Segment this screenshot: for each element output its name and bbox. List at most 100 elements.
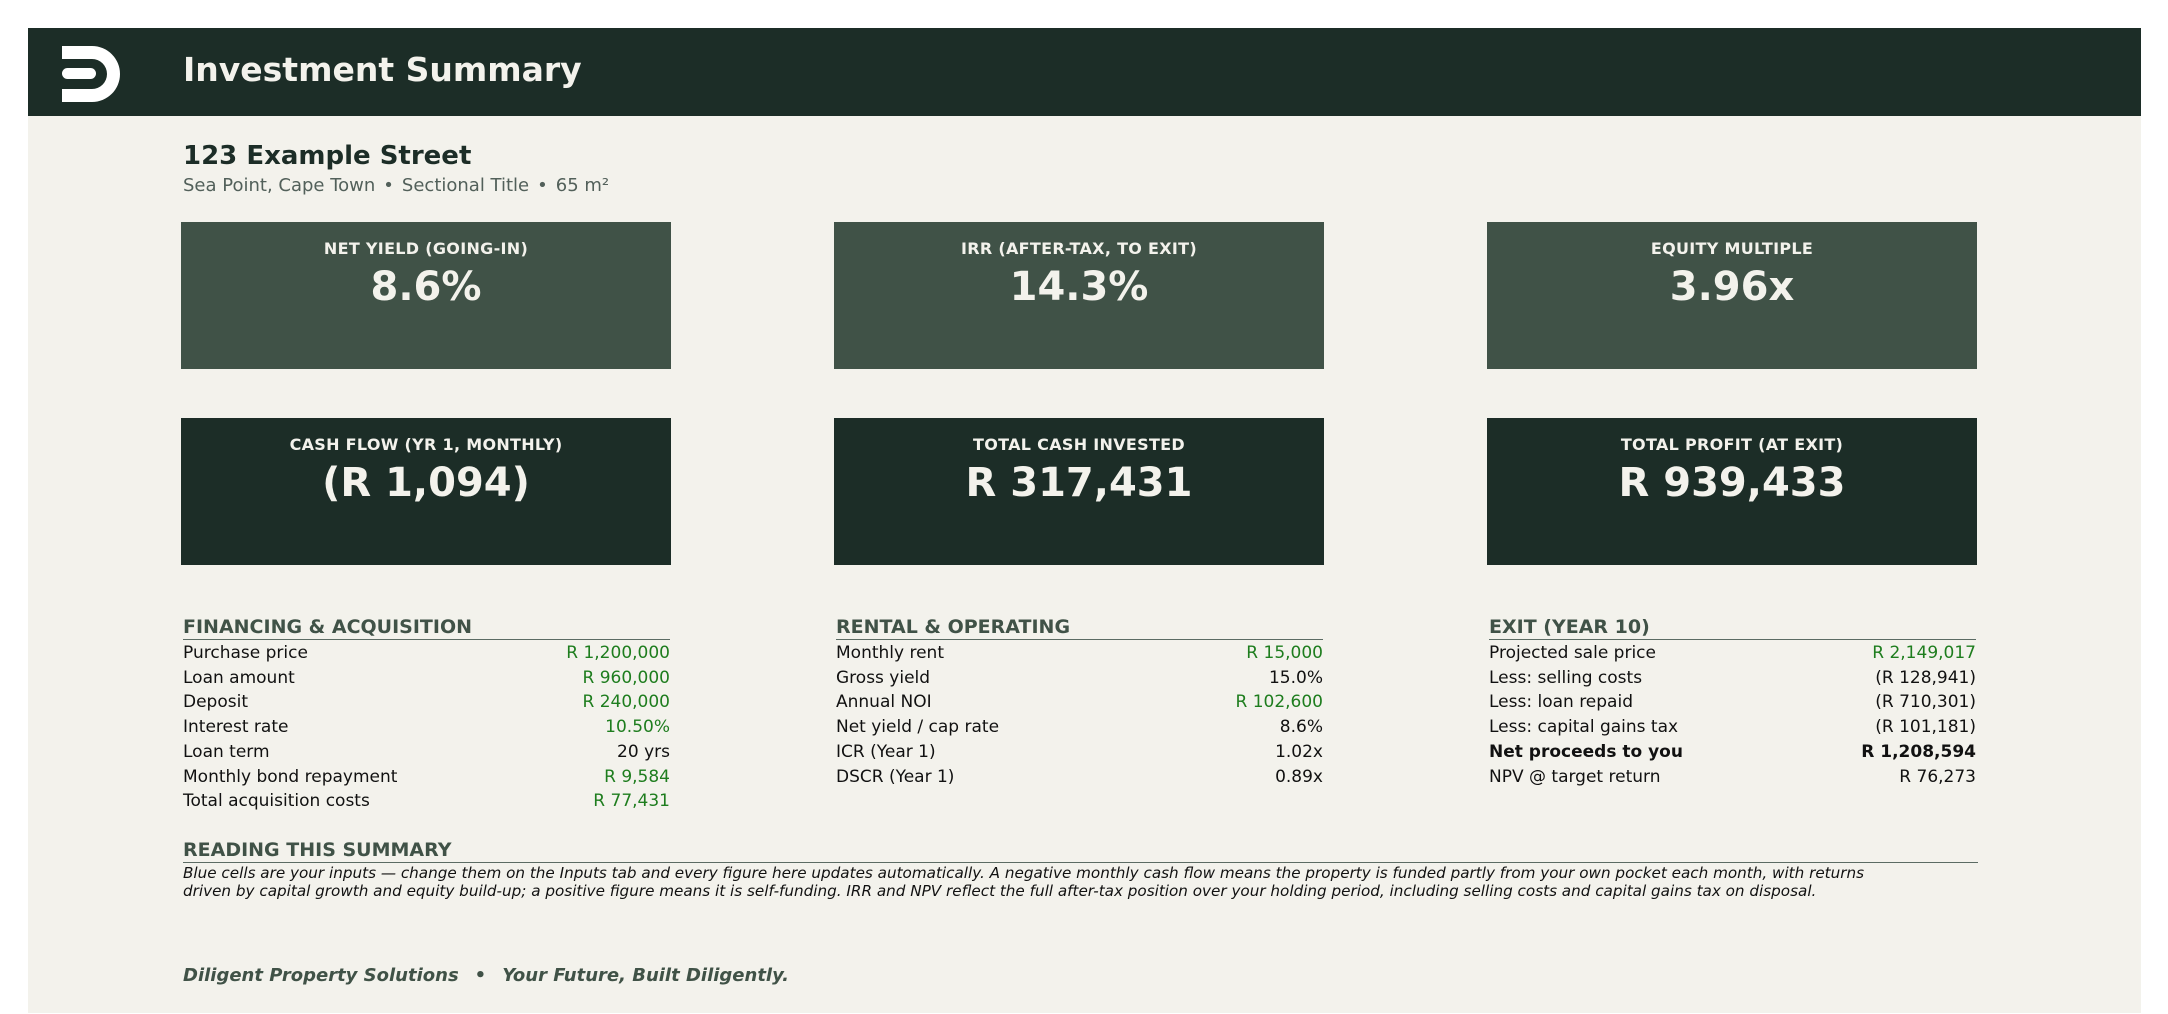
row-label: Less: loan repaid (1489, 692, 1633, 713)
row-label: Gross yield (836, 667, 931, 688)
footer: Diligent Property Solutions • Your Future,… (183, 965, 789, 987)
rental-section: RENTAL & OPERATING Monthly rent R 15,000 … (836, 615, 1323, 789)
row-value: R 77,431 (593, 791, 670, 812)
row-value: (R 710,301) (1875, 692, 1976, 713)
kpi-value: 14.3% (1009, 264, 1149, 310)
kpi-value: 3.96x (1669, 264, 1795, 310)
kpi-label: CASH FLOW (YR 1, MONTHLY) (289, 435, 563, 454)
table-row: Purchase price R 1,200,000 (183, 641, 670, 666)
kpi-label: EQUITY MULTIPLE (1650, 239, 1814, 258)
reading-notes: READING THIS SUMMARY Blue cells are your… (183, 838, 1978, 900)
table-row: Net yield / cap rate 8.6% (836, 715, 1323, 740)
kpi-label: TOTAL CASH INVESTED (973, 435, 1185, 454)
tagline: Your Future, Built Diligently. (502, 965, 790, 986)
reading-notes-text: Blue cells are your inputs — change them… (183, 864, 1978, 900)
row-label: DSCR (Year 1) (836, 766, 955, 787)
kpi-cash-flow: CASH FLOW (YR 1, MONTHLY) (R 1,094) (181, 418, 671, 565)
row-label: Deposit (183, 692, 248, 713)
row-label: Total acquisition costs (183, 791, 370, 812)
property-details: Sea Point, Cape Town • Sectional Title • 65 … (183, 175, 609, 197)
row-label: Loan term (183, 741, 270, 762)
row-value: R 1,208,594 (1861, 741, 1976, 762)
row-label: Net proceeds to you (1489, 741, 1683, 762)
row-label: Monthly bond repayment (183, 766, 398, 787)
separator-dot: • (474, 965, 487, 986)
separator-dot: • (537, 175, 548, 196)
row-label: Purchase price (183, 643, 308, 663)
row-label: Net yield / cap rate (836, 717, 1000, 738)
row-value: R 240,000 (582, 692, 670, 713)
financing-section: FINANCING & ACQUISITION Purchase price R … (183, 615, 670, 814)
row-value: 1.02x (1275, 741, 1323, 762)
property-size: 65 m² (555, 175, 610, 196)
table-row: Less: loan repaid (R 710,301) (1489, 690, 1976, 715)
row-value: 8.6% (1279, 717, 1323, 738)
section-title: FINANCING & ACQUISITION (183, 615, 670, 640)
table-row: Interest rate 10.50% (183, 715, 670, 740)
reading-line-2: driven by capital growth and equity buil… (183, 882, 1817, 900)
table-row: Less: selling costs (R 128,941) (1489, 666, 1976, 691)
kpi-value: R 939,433 (1618, 460, 1846, 506)
kpi-value: (R 1,094) (322, 460, 530, 506)
row-value: R 1,200,000 (566, 643, 670, 663)
property-location: Sea Point, Cape Town (183, 175, 376, 196)
table-row: Deposit R 240,000 (183, 690, 670, 715)
row-value: R 2,149,017 (1872, 643, 1976, 663)
row-label: NPV @ target return (1489, 766, 1661, 787)
table-row: Monthly bond repayment R 9,584 (183, 765, 670, 790)
property-title-type: Sectional Title (401, 175, 530, 196)
table-row: Projected sale price R 2,149,017 (1489, 641, 1976, 666)
row-value: (R 128,941) (1875, 667, 1976, 688)
row-value: R 102,600 (1235, 692, 1323, 713)
table-row: Total acquisition costs R 77,431 (183, 789, 670, 814)
kpi-equity-multiple: EQUITY MULTIPLE 3.96x (1487, 222, 1977, 369)
row-value: 10.50% (605, 717, 670, 738)
exit-section: EXIT (YEAR 10) Projected sale price R 2,1… (1489, 615, 1976, 789)
kpi-total-cash-invested: TOTAL CASH INVESTED R 317,431 (834, 418, 1324, 565)
row-label: Interest rate (183, 717, 289, 738)
row-value: 20 yrs (617, 741, 670, 762)
kpi-value: R 317,431 (965, 460, 1193, 506)
row-value: R 15,000 (1246, 643, 1323, 663)
section-title: EXIT (YEAR 10) (1489, 615, 1976, 640)
row-value: (R 101,181) (1875, 717, 1976, 738)
table-row: Monthly rent R 15,000 (836, 641, 1323, 666)
row-label: Less: capital gains tax (1489, 717, 1679, 738)
table-row: DSCR (Year 1) 0.89x (836, 765, 1323, 790)
kpi-net-yield: NET YIELD (GOING-IN) 8.6% (181, 222, 671, 369)
diligent-d-logo-icon (62, 46, 120, 102)
row-value: R 76,273 (1899, 766, 1976, 787)
section-title: RENTAL & OPERATING (836, 615, 1323, 640)
table-row: Net proceeds to you R 1,208,594 (1489, 740, 1976, 765)
table-row: NPV @ target return R 76,273 (1489, 765, 1976, 790)
reading-line-1: Blue cells are your inputs — change them… (183, 864, 1865, 882)
kpi-label: TOTAL PROFIT (AT EXIT) (1620, 435, 1844, 454)
kpi-total-profit: TOTAL PROFIT (AT EXIT) R 939,433 (1487, 418, 1977, 565)
kpi-label: IRR (AFTER-TAX, TO EXIT) (960, 239, 1197, 258)
row-label: Loan amount (183, 667, 295, 688)
property-address: 123 Example Street (183, 141, 472, 171)
row-value: 0.89x (1275, 766, 1323, 787)
table-row: Annual NOI R 102,600 (836, 690, 1323, 715)
page-title: Investment Summary (183, 50, 582, 89)
table-row: Loan term 20 yrs (183, 740, 670, 765)
table-row: Less: capital gains tax (R 101,181) (1489, 715, 1976, 740)
row-value: 15.0% (1268, 667, 1323, 688)
row-label: Projected sale price (1489, 643, 1656, 663)
row-value: R 9,584 (604, 766, 670, 787)
section-title: READING THIS SUMMARY (183, 838, 1978, 863)
company-name: Diligent Property Solutions (183, 965, 459, 986)
table-row: Loan amount R 960,000 (183, 666, 670, 691)
row-label: Annual NOI (836, 692, 932, 713)
table-row: ICR (Year 1) 1.02x (836, 740, 1323, 765)
kpi-value: 8.6% (370, 264, 482, 310)
row-label: Monthly rent (836, 643, 944, 663)
row-value: R 960,000 (582, 667, 670, 688)
row-label: ICR (Year 1) (836, 741, 936, 762)
table-row: Gross yield 15.0% (836, 666, 1323, 691)
kpi-label: NET YIELD (GOING-IN) (323, 239, 529, 258)
row-label: Less: selling costs (1489, 667, 1643, 688)
header-banner (28, 28, 2141, 116)
separator-dot: • (383, 175, 394, 196)
kpi-irr: IRR (AFTER-TAX, TO EXIT) 14.3% (834, 222, 1324, 369)
